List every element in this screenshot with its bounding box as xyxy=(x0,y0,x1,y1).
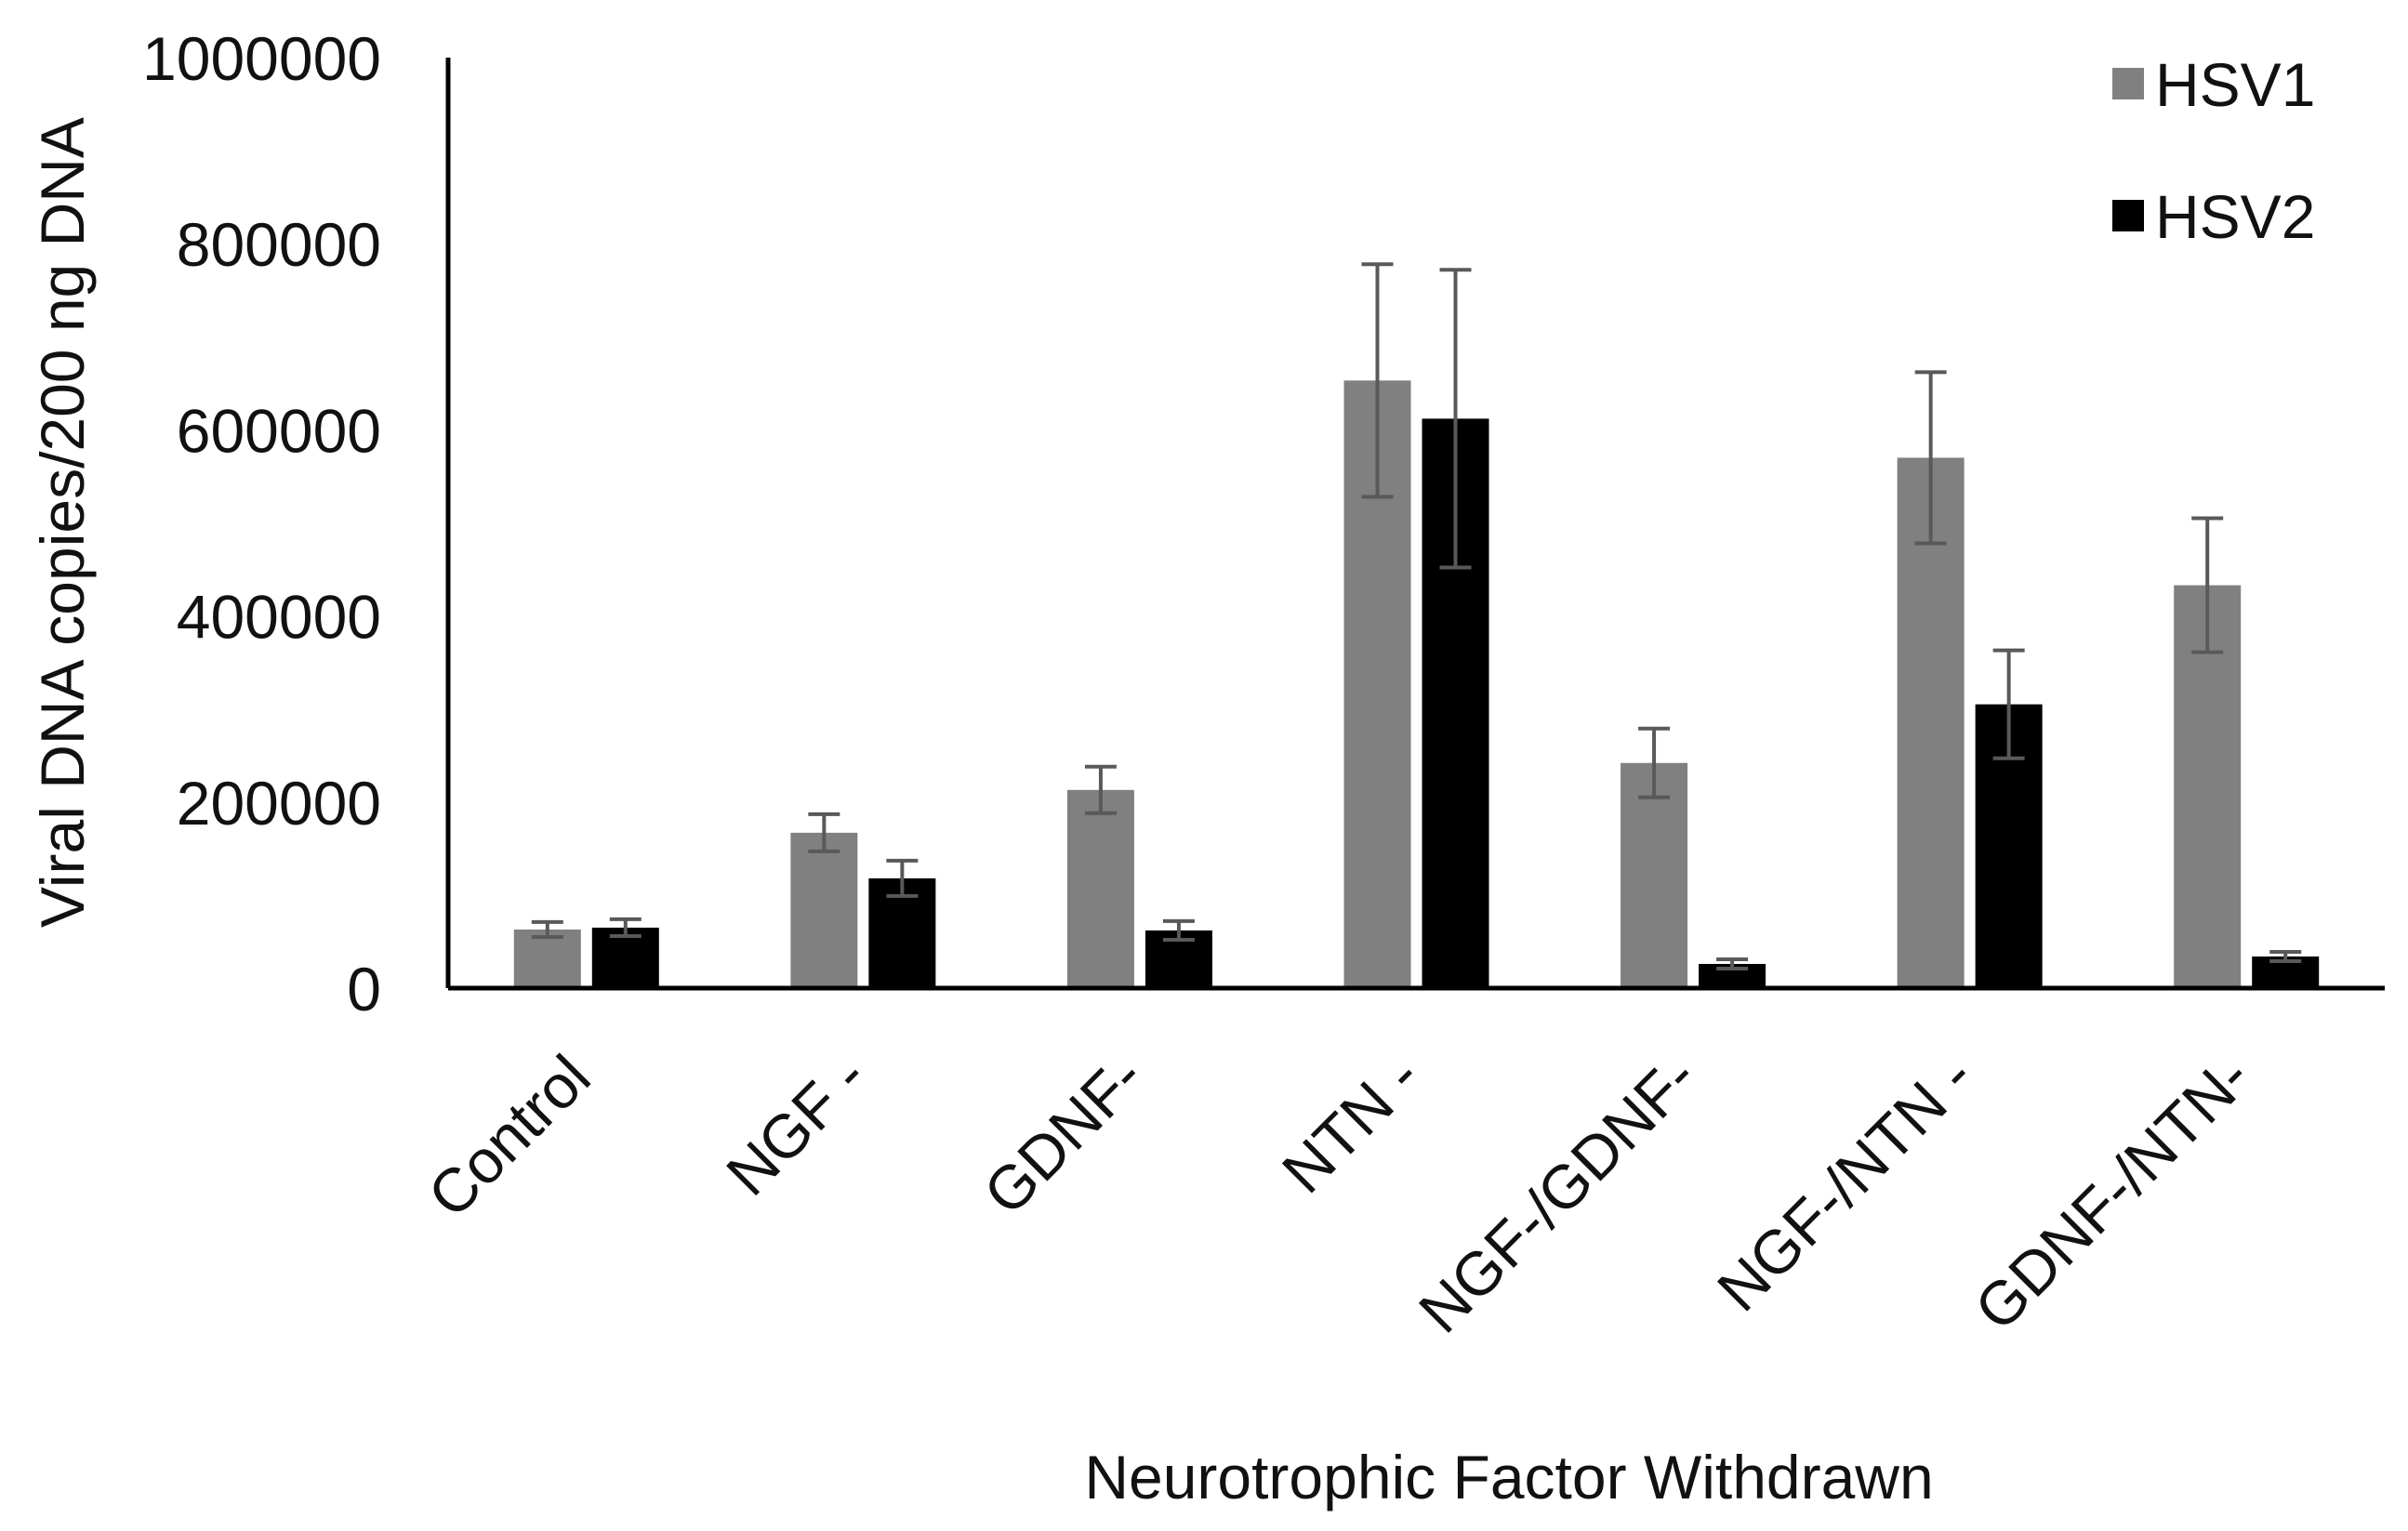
y-tick-label: 800000 xyxy=(177,210,381,279)
x-axis-category-labels: Control NGF - GDNF- NTN -NGF-/GDNF-NGF-/NTN… xyxy=(415,1042,2263,1346)
x-category-label: GDNF-/NTN- xyxy=(1962,1042,2264,1344)
error-bars xyxy=(531,262,2302,970)
bar-hsv1 xyxy=(513,929,581,988)
x-category-label: Control xyxy=(415,1042,603,1231)
legend-label-hsv1: HSV1 xyxy=(2155,50,2315,119)
y-tick-label: 600000 xyxy=(177,396,381,465)
y-tick-label: 0 xyxy=(347,955,381,1023)
legend: HSV1 HSV2 xyxy=(2112,50,2315,251)
legend-label-hsv2: HSV2 xyxy=(2155,182,2315,251)
bar-hsv1 xyxy=(790,832,858,988)
y-tick-label: 1000000 xyxy=(142,24,381,93)
x-axis-title: Neurotrophic Factor Withdrawn xyxy=(1084,1443,1933,1511)
y-axis-ticks: 0 200000 400000 600000 800000 1000000 xyxy=(142,24,381,1023)
x-category-label: NGF - xyxy=(713,1042,880,1208)
x-category-label: NGF-/GDNF- xyxy=(1406,1042,1710,1346)
x-category-label: NGF-/NTN - xyxy=(1704,1042,1987,1325)
bar-hsv1 xyxy=(1621,762,1688,988)
y-tick-label: 200000 xyxy=(177,769,381,838)
x-category-label: NTN - xyxy=(1269,1042,1434,1207)
y-tick-label: 400000 xyxy=(177,583,381,652)
bar-hsv1 xyxy=(1066,789,1134,988)
bars xyxy=(513,380,2320,988)
bar-hsv1 xyxy=(1897,457,1965,988)
x-category-label: GDNF- xyxy=(971,1042,1157,1228)
y-axis-title: Viral DNA copies/200 ng DNA xyxy=(28,117,97,928)
legend-swatch-hsv2 xyxy=(2112,200,2144,231)
legend-swatch-hsv1 xyxy=(2112,68,2144,99)
